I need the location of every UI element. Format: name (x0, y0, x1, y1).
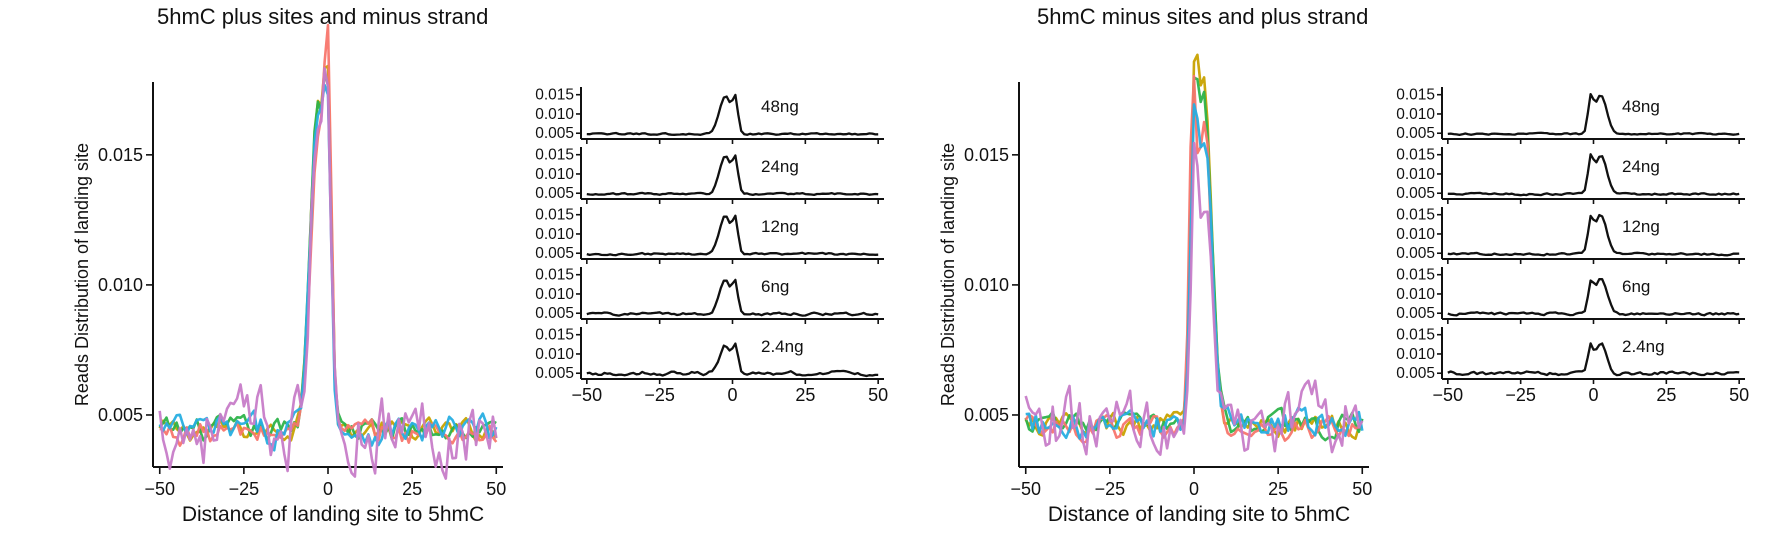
facet-x-tick-label: −25 (1505, 385, 1536, 405)
y-axis-label: Reads Distribution of landing site (72, 143, 92, 406)
x-tick-label: 0 (323, 479, 333, 499)
facet-x-tick-label: 50 (868, 385, 888, 405)
panel-right: 5hmC minus sites and plus strand −50 −25 0… (938, 4, 1749, 526)
facet-y-tick-label: 0.005 (535, 245, 574, 262)
facet-y-tick-label: 0.010 (535, 346, 574, 363)
facet-y-tick-label: 0.015 (1396, 267, 1435, 284)
x-tick-label: 25 (402, 479, 422, 499)
facet-series-line (1447, 153, 1740, 197)
y-tick-label: 0.010 (98, 275, 143, 295)
facet-series-line (586, 342, 879, 378)
facet-y-tick-label: 0.015 (535, 207, 574, 224)
facet-series-line (1447, 342, 1740, 377)
series-line-5 (1024, 141, 1364, 456)
panel-title: 5hmC plus sites and minus strand (157, 4, 488, 29)
facet-chart-right: 0.005 0.010 0.015 48ng 0.005 0.010 0.015 24ng 0.… (1396, 87, 1749, 405)
facet-y-tick-label: 0.015 (535, 327, 574, 344)
facet-series-line (586, 93, 879, 136)
facet-y-tick-label: 0.010 (1396, 286, 1435, 303)
y-tick-label: 0.005 (98, 405, 143, 425)
facet-label: 12ng (1622, 217, 1660, 236)
main-chart-right: −50 −25 0 25 50 0.005 0.010 0.015 Distance of la… (938, 53, 1372, 526)
facet-y-tick-label: 0.005 (1396, 365, 1435, 382)
x-tick-label: −50 (1010, 479, 1041, 499)
series-line-5 (158, 67, 498, 480)
facet-y-tick-label: 0.015 (535, 147, 574, 164)
facet-y-tick-label: 0.015 (1396, 207, 1435, 224)
facet-y-tick-label: 0.005 (1396, 185, 1435, 202)
facet-y-tick-label: 0.005 (1396, 245, 1435, 262)
x-tick-label: 0 (1189, 479, 1199, 499)
x-tick-label: −25 (229, 479, 260, 499)
facet-y-tick-label: 0.010 (1396, 346, 1435, 363)
facet-y-tick-label: 0.005 (535, 125, 574, 142)
facet-series-line (586, 214, 879, 257)
facet-label: 24ng (761, 157, 799, 176)
facet-y-tick-label: 0.010 (535, 106, 574, 123)
facet-x-tick-label: 50 (1729, 385, 1749, 405)
facet-label: 2.4ng (1622, 337, 1665, 356)
facet-label: 24ng (1622, 157, 1660, 176)
facet-label: 12ng (761, 217, 799, 236)
facet-y-tick-label: 0.010 (535, 166, 574, 183)
facet-y-tick-label: 0.010 (1396, 166, 1435, 183)
facet-y-tick-label: 0.015 (535, 87, 574, 104)
facet-y-tick-label: 0.015 (535, 267, 574, 284)
x-axis-label: Distance of landing site to 5hmC (1048, 503, 1350, 526)
facet-series-line (1447, 213, 1740, 257)
panel-title: 5hmC minus sites and plus strand (1037, 4, 1368, 29)
facet-chart-left: 0.005 0.010 0.015 48ng 0.005 0.010 0.015 24ng 0.… (535, 87, 888, 405)
x-tick-label: −25 (1095, 479, 1126, 499)
facet-x-tick-label: 25 (1656, 385, 1676, 405)
facet-series-line (1447, 92, 1740, 137)
facet-y-tick-label: 0.010 (535, 286, 574, 303)
facet-y-tick-label: 0.015 (1396, 327, 1435, 344)
facet-series-line (586, 278, 879, 317)
facet-y-tick-label: 0.010 (535, 226, 574, 243)
facet-series-line (586, 154, 879, 197)
facet-y-tick-label: 0.005 (535, 365, 574, 382)
facet-label: 48ng (1622, 97, 1660, 116)
facet-y-tick-label: 0.015 (1396, 87, 1435, 104)
facet-y-tick-label: 0.010 (1396, 106, 1435, 123)
panel-left: 5hmC plus sites and minus strand −50 −25 0… (72, 4, 888, 526)
facet-x-tick-label: −50 (1433, 385, 1464, 405)
facet-y-tick-label: 0.005 (535, 305, 574, 322)
facet-y-tick-label: 0.005 (535, 185, 574, 202)
x-tick-label: −50 (144, 479, 175, 499)
facet-x-tick-label: 0 (727, 385, 737, 405)
facet-y-tick-label: 0.005 (1396, 305, 1435, 322)
facet-x-tick-label: 25 (795, 385, 815, 405)
facet-series-line (1447, 277, 1740, 317)
y-axis-label: Reads Distribution of landing site (938, 143, 958, 406)
y-tick-label: 0.005 (964, 405, 1009, 425)
y-tick-label: 0.015 (964, 145, 1009, 165)
x-tick-label: 50 (486, 479, 506, 499)
x-tick-label: 25 (1268, 479, 1288, 499)
x-tick-label: 50 (1352, 479, 1372, 499)
y-tick-label: 0.015 (98, 145, 143, 165)
facet-y-tick-label: 0.005 (1396, 125, 1435, 142)
facet-y-tick-label: 0.015 (1396, 147, 1435, 164)
facet-label: 6ng (761, 277, 789, 296)
facet-x-tick-label: 0 (1588, 385, 1598, 405)
facet-label: 2.4ng (761, 337, 804, 356)
facet-x-tick-label: −50 (572, 385, 603, 405)
x-axis-label: Distance of landing site to 5hmC (182, 503, 484, 526)
facet-label: 48ng (761, 97, 799, 116)
facet-x-tick-label: −25 (644, 385, 675, 405)
facet-label: 6ng (1622, 277, 1650, 296)
main-chart-left: −50 −25 0 25 50 0.005 0.010 0.015 Distance of la… (72, 23, 506, 526)
y-tick-label: 0.010 (964, 275, 1009, 295)
facet-y-tick-label: 0.010 (1396, 226, 1435, 243)
